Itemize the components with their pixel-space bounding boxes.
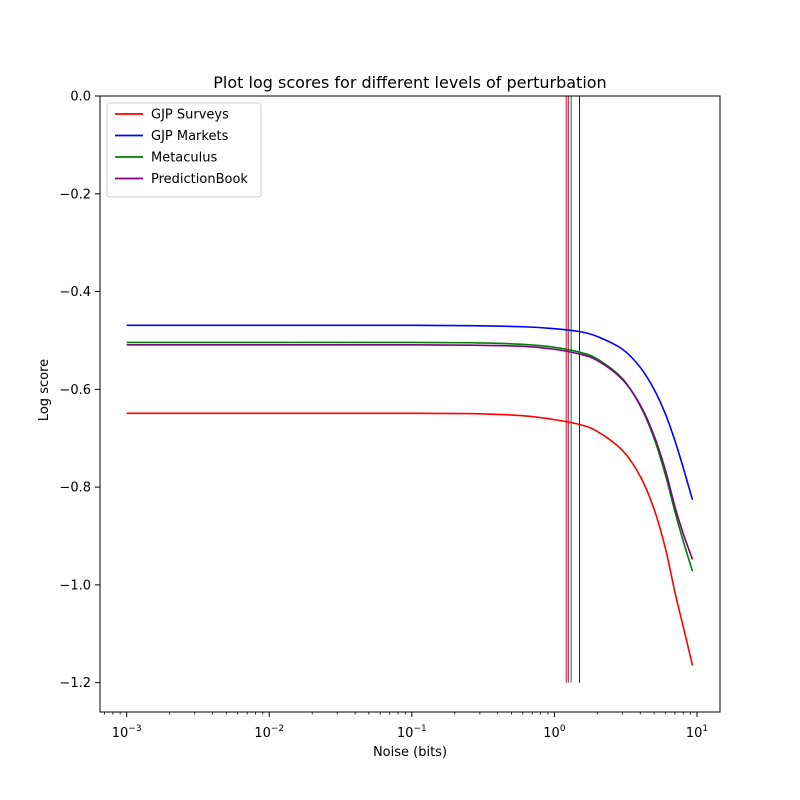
y-tick-label: −0.6 xyxy=(59,383,91,398)
series-lines xyxy=(126,324,694,666)
y-tick-label: −0.2 xyxy=(59,187,91,202)
y-tick-label: −0.4 xyxy=(59,285,91,300)
legend-label-gjp-surveys: GJP Surveys xyxy=(151,108,229,123)
series-line-gjp-surveys xyxy=(126,412,694,666)
legend-box xyxy=(106,102,262,198)
y-tick-label: −1.2 xyxy=(59,676,91,691)
legend: GJP Surveys GJP Markets Metaculus Predictio… xyxy=(106,102,262,198)
series-line-gjp-markets xyxy=(126,324,694,501)
x-tick-label: 100 xyxy=(543,724,566,741)
series-line-predictionbook xyxy=(126,344,694,560)
y-tick-label: −1.0 xyxy=(59,578,91,593)
legend-label-predictionbook: PredictionBook xyxy=(151,172,248,187)
series-line-metaculus xyxy=(126,341,694,572)
y-axis-ticks: 0.0 −0.2 −0.4 −0.6 −0.8 −1.0 −1.2 xyxy=(59,90,100,691)
vertical-lines xyxy=(565,96,581,683)
x-tick-label: 10−3 xyxy=(112,724,142,741)
x-axis-label: Noise (bits) xyxy=(373,745,447,760)
x-tick-label: 10−2 xyxy=(254,724,284,741)
x-tick-label: 10−1 xyxy=(397,724,427,741)
y-axis-label: Log score xyxy=(37,359,52,421)
x-axis-ticks: 10−3 10−2 10−1 100 101 xyxy=(104,712,708,741)
y-tick-label: 0.0 xyxy=(70,90,91,105)
legend-label-metaculus: Metaculus xyxy=(151,151,218,166)
legend-label-gjp-markets: GJP Markets xyxy=(151,129,229,144)
chart-title: Plot log scores for different levels of … xyxy=(213,73,606,92)
x-tick-label: 101 xyxy=(686,724,708,741)
y-tick-label: −0.8 xyxy=(59,481,91,496)
plot-frame xyxy=(99,95,721,713)
